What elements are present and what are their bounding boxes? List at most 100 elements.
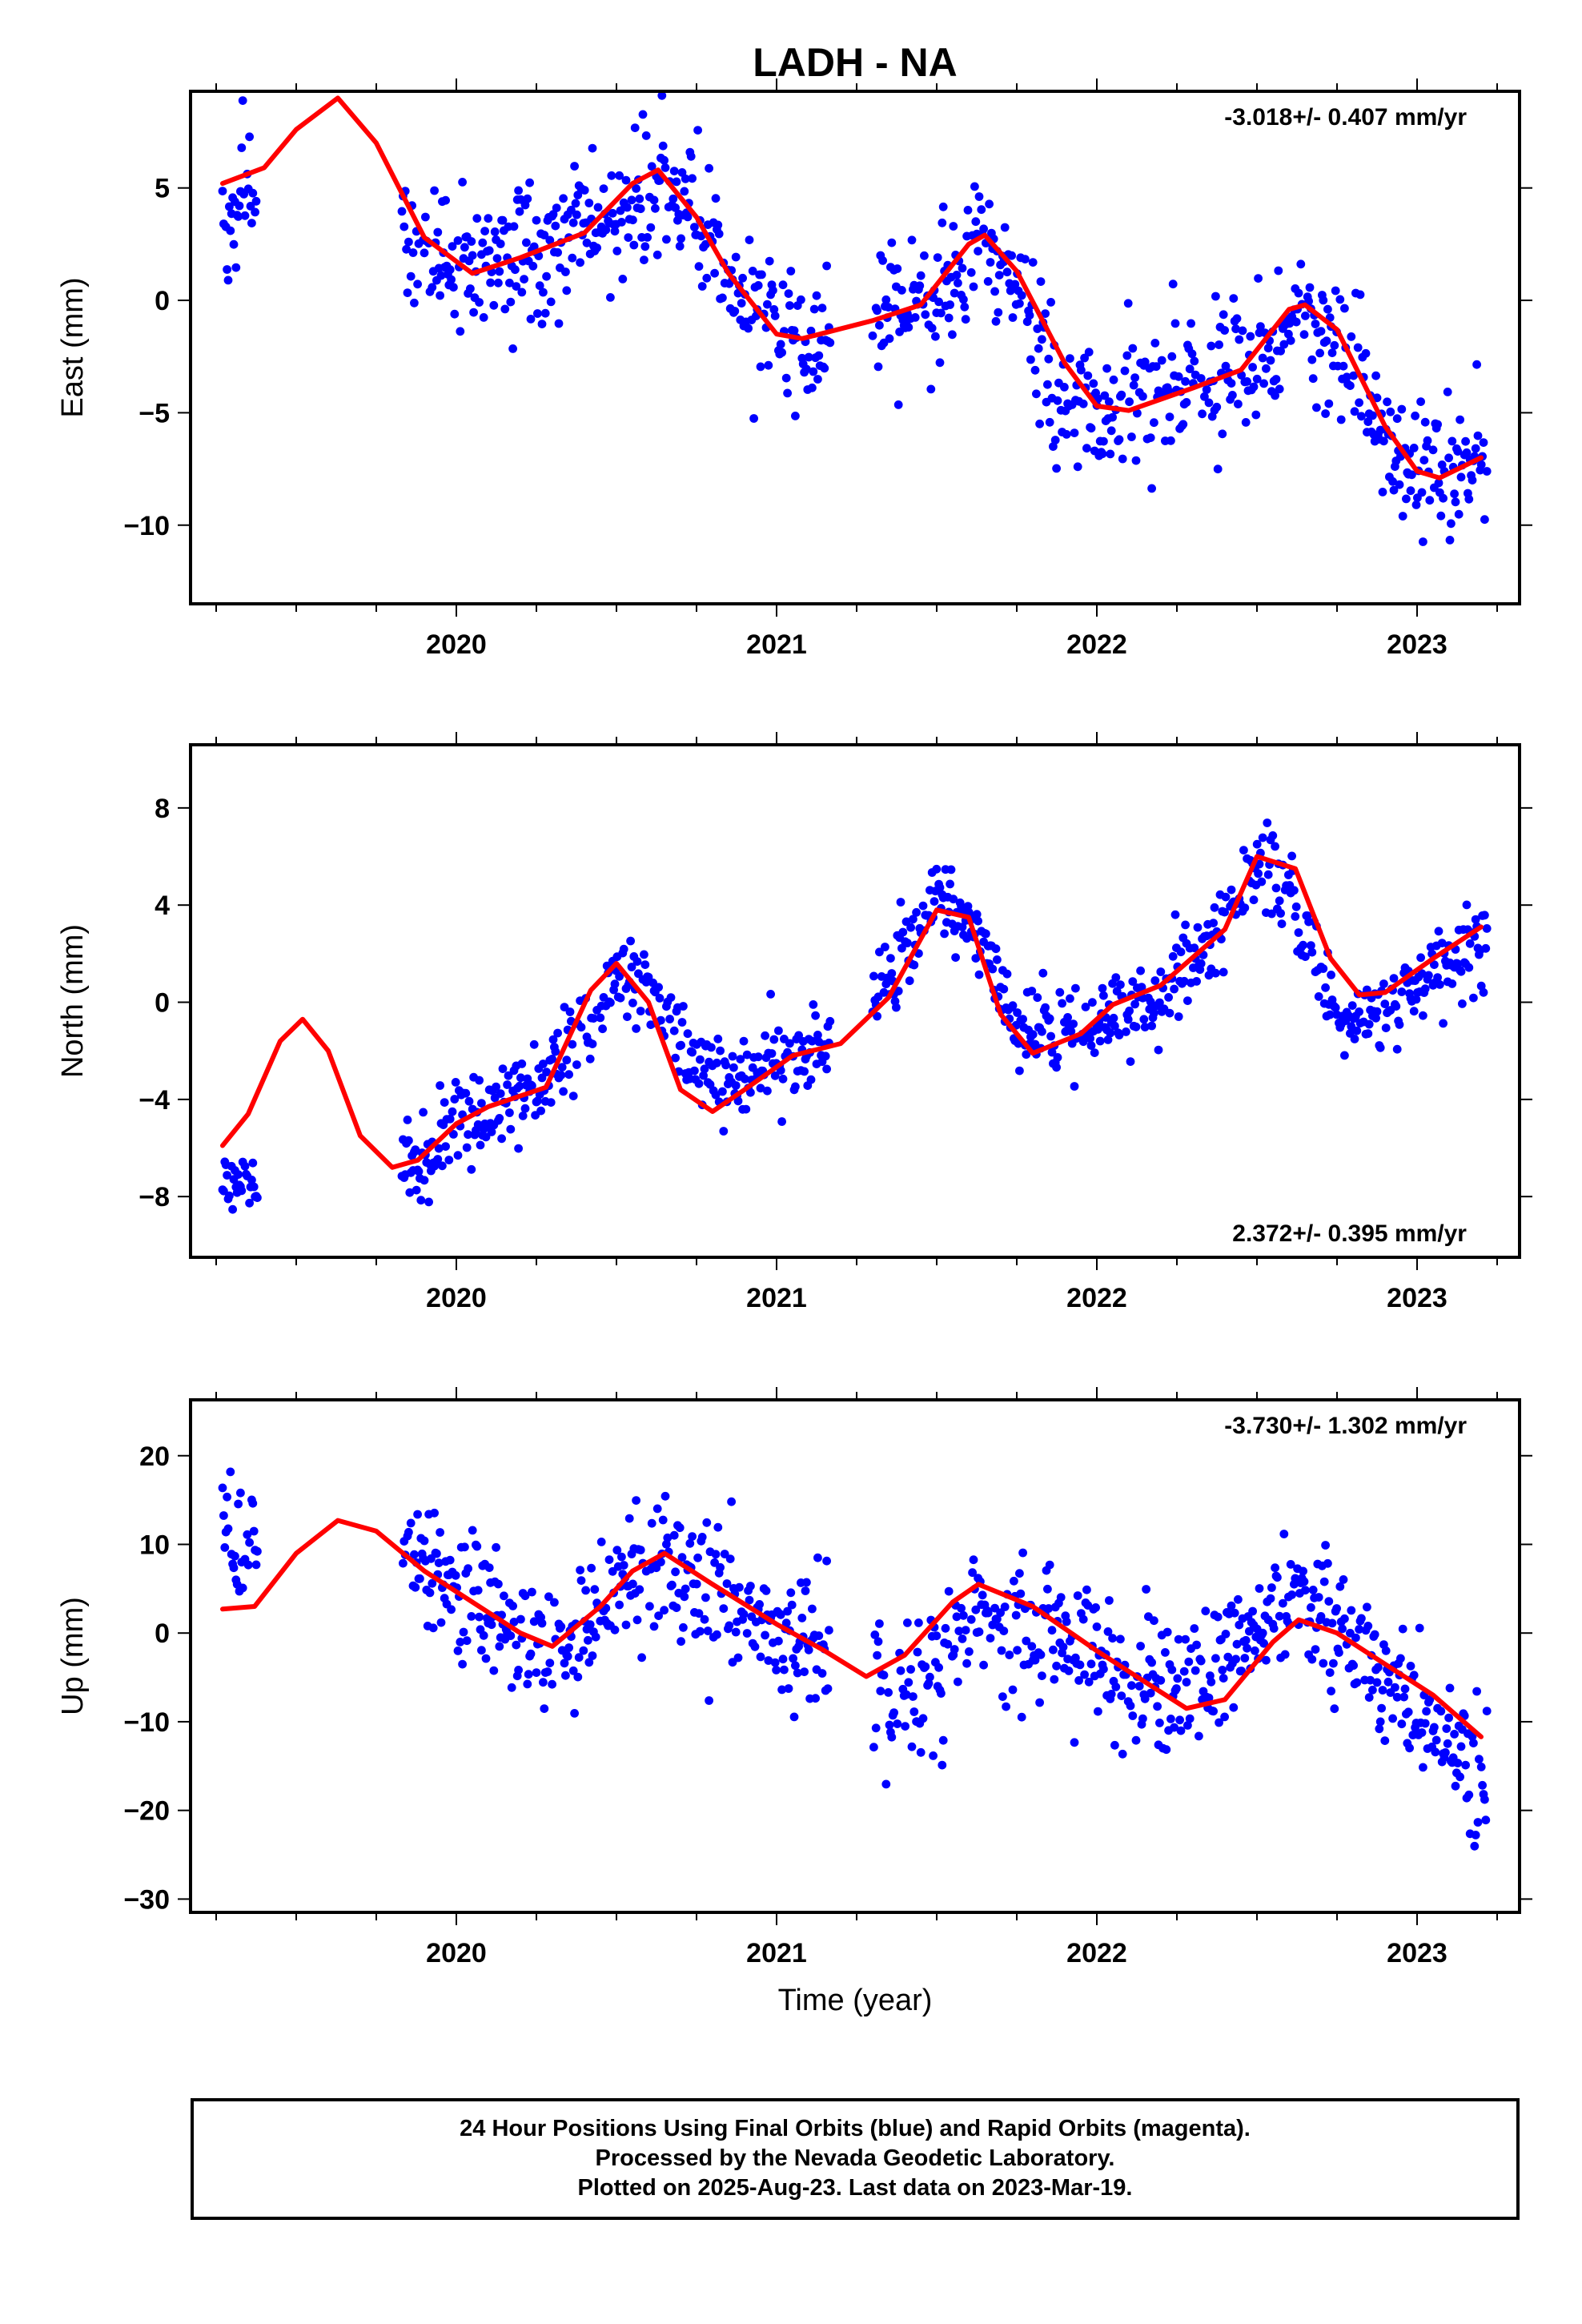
data-point: [1357, 1614, 1366, 1623]
data-point: [1162, 1627, 1172, 1637]
data-point: [523, 1679, 532, 1689]
data-point: [906, 923, 915, 932]
data-point: [1349, 371, 1358, 380]
data-point: [1036, 277, 1046, 286]
data-point: [1178, 420, 1188, 429]
data-point: [612, 1546, 622, 1555]
data-point: [1094, 1025, 1102, 1034]
data-point: [430, 1508, 439, 1518]
data-point: [1122, 351, 1132, 360]
data-point: [1271, 1563, 1279, 1573]
data-point: [710, 1558, 719, 1567]
data-point: [1329, 1659, 1338, 1668]
data-point: [535, 281, 544, 291]
data-point: [1091, 1603, 1100, 1612]
data-point: [1442, 1724, 1452, 1733]
data-point: [944, 1586, 954, 1596]
data-point: [1086, 1659, 1096, 1669]
data-point: [675, 242, 685, 251]
data-point: [1397, 987, 1407, 996]
data-point: [1062, 430, 1071, 439]
y-tick-label: −30: [123, 1884, 170, 1915]
data-point: [403, 288, 412, 297]
data-point: [886, 954, 895, 963]
data-point: [1383, 1677, 1393, 1687]
data-point: [245, 1538, 254, 1547]
data-point: [770, 1071, 780, 1080]
y-tick-label: −20: [123, 1796, 170, 1827]
data-point: [1305, 283, 1315, 292]
data-point: [591, 1632, 600, 1642]
data-point: [887, 1732, 897, 1742]
data-point: [1114, 1031, 1124, 1039]
data-point: [869, 971, 878, 981]
data-point: [1395, 1020, 1404, 1029]
data-point: [234, 212, 243, 221]
data-point: [1179, 976, 1189, 986]
data-point: [1347, 1606, 1356, 1615]
data-point: [701, 1593, 710, 1602]
data-point: [601, 225, 611, 235]
data-point: [1218, 429, 1227, 439]
data-point: [1073, 462, 1082, 472]
data-point: [1340, 304, 1349, 313]
data-point: [1126, 1057, 1135, 1066]
data-point: [1089, 379, 1098, 388]
data-point: [1099, 991, 1108, 1000]
data-point: [1181, 1634, 1190, 1644]
data-point: [1220, 1712, 1229, 1722]
data-point: [781, 1618, 791, 1628]
data-point: [1210, 903, 1219, 912]
data-point: [1364, 1019, 1374, 1029]
data-point: [451, 1078, 460, 1087]
data-point: [1409, 1007, 1419, 1016]
model-fit-curve: [220, 1518, 1484, 1739]
data-point: [1307, 941, 1315, 950]
data-point: [1321, 983, 1330, 992]
data-point: [813, 1553, 822, 1562]
data-point: [537, 1618, 547, 1628]
data-point: [1416, 397, 1425, 406]
data-point: [958, 1634, 967, 1643]
data-point: [1219, 967, 1228, 977]
data-point: [1074, 1676, 1083, 1685]
data-point: [1128, 1711, 1138, 1720]
data-point: [1241, 1635, 1251, 1645]
data-point: [702, 1518, 712, 1527]
data-point: [681, 174, 690, 183]
data-point: [1150, 1008, 1158, 1018]
data-point: [1251, 410, 1261, 420]
data-point: [1434, 927, 1443, 936]
data-point: [948, 330, 957, 340]
data-point: [441, 195, 450, 205]
data-point: [1018, 1015, 1027, 1023]
data-point: [979, 224, 988, 234]
data-point: [1127, 432, 1136, 441]
data-point: [467, 1612, 476, 1621]
data-point: [1030, 365, 1040, 375]
data-point: [1116, 1634, 1125, 1644]
data-point: [420, 1536, 429, 1546]
data-point: [1032, 389, 1041, 399]
data-point: [937, 308, 946, 318]
data-point: [1291, 317, 1301, 327]
data-point: [1092, 1622, 1102, 1631]
data-point: [693, 1553, 702, 1562]
data-point: [690, 1066, 699, 1076]
data-point: [1308, 1586, 1318, 1594]
data-point: [663, 1533, 673, 1542]
data-point: [879, 1671, 889, 1680]
data-point: [1108, 1634, 1117, 1643]
data-point: [733, 1653, 743, 1663]
data-point: [552, 203, 561, 212]
data-point: [705, 163, 713, 173]
data-point: [1274, 266, 1283, 275]
data-point: [453, 1647, 463, 1655]
data-point: [543, 1667, 552, 1676]
data-point: [982, 929, 990, 939]
data-point: [1229, 294, 1239, 303]
data-point: [935, 358, 945, 368]
data-point: [1271, 842, 1279, 851]
data-point: [794, 1031, 803, 1040]
data-point: [1150, 1616, 1158, 1626]
